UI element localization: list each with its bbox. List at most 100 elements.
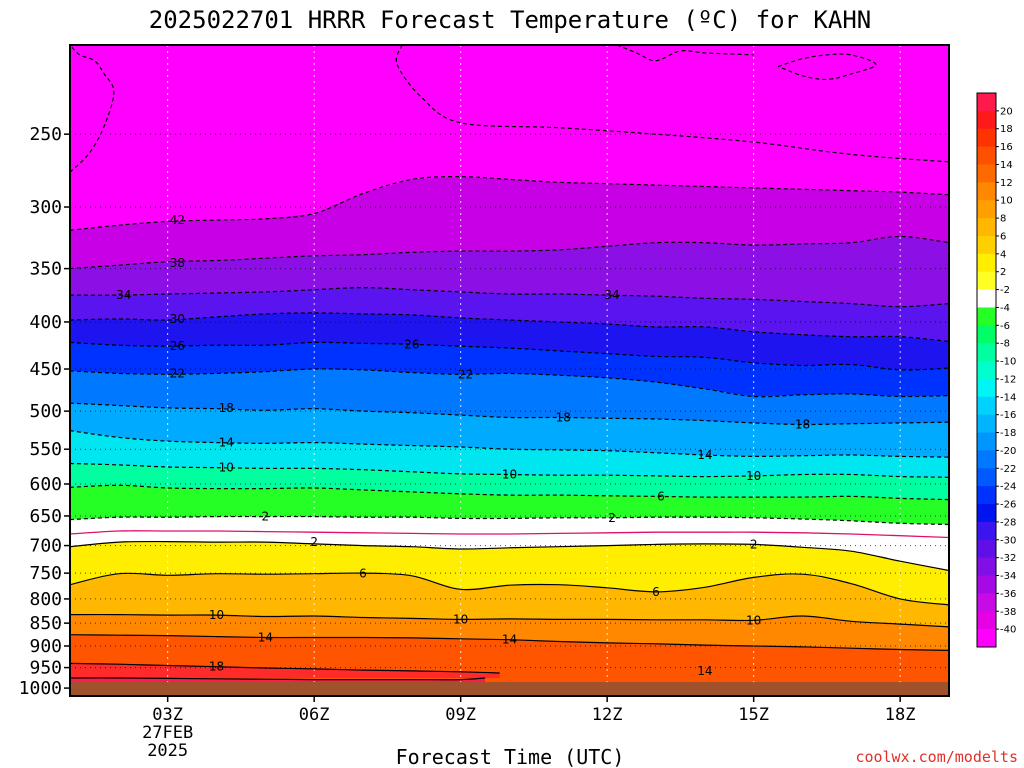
y-tick-label: 250	[29, 124, 62, 145]
plot-frame	[69, 44, 950, 697]
colorbar-cell	[977, 593, 996, 612]
x-tick-label: 12Z	[592, 705, 623, 725]
colorbar-label: 8	[1000, 214, 1006, 225]
contour-label: 26	[404, 337, 419, 351]
colorbar-label: -12	[1000, 374, 1016, 385]
contour-label: 42	[170, 213, 185, 227]
contour-label: 14	[697, 448, 712, 462]
contour-label: 2	[750, 537, 758, 551]
contour-label: 14	[219, 436, 234, 450]
colorbar-cell	[977, 271, 996, 291]
colorbar-label: -26	[1000, 500, 1016, 511]
contour-label: 30	[170, 312, 185, 326]
x-tick-label: 15Z	[738, 705, 769, 725]
colorbar-label: -34	[1000, 571, 1016, 582]
y-tick-label: 300	[29, 197, 62, 218]
colorbar-label: -38	[1000, 607, 1016, 618]
colorbar-cell	[977, 325, 996, 344]
isotherm-14	[70, 634, 949, 651]
x-tick-label: 06Z	[299, 705, 330, 725]
colorbar-cell	[977, 289, 996, 308]
y-tick-label: 850	[29, 613, 62, 634]
colorbar-cell	[977, 414, 996, 434]
colorbar-label: -28	[1000, 517, 1016, 528]
colorbar-cell	[977, 93, 996, 112]
isotherm--46	[70, 45, 115, 173]
colorbar-label: -18	[1000, 428, 1016, 439]
y-tick-label: 450	[29, 359, 62, 380]
colorbar-label: 20	[1000, 106, 1013, 117]
colorbar-label: -8	[1000, 339, 1010, 350]
contour-label: 6	[359, 567, 367, 581]
contour-label: 26	[170, 339, 185, 353]
colorbar-cell	[977, 343, 996, 362]
colorbar-cell	[977, 486, 996, 505]
colorbar-label: -40	[1000, 625, 1016, 636]
isotherm--14	[70, 430, 949, 458]
colorbar-cell	[977, 182, 996, 201]
isotherm-10	[70, 613, 949, 628]
y-tick-label: 900	[29, 636, 62, 657]
ground-surface	[70, 682, 949, 696]
colorbar-cell	[977, 128, 996, 148]
isotherm-contours	[70, 45, 949, 681]
contour-label: 18	[219, 401, 234, 415]
colorbar-label: 10	[1000, 196, 1013, 207]
colorbar-label: 14	[1000, 160, 1013, 171]
colorbar-cell	[977, 539, 996, 559]
colorbar-label: -20	[1000, 446, 1016, 457]
contour-label: 18	[556, 410, 571, 424]
y-tick-label: 350	[29, 259, 62, 280]
colorbar-cell	[977, 557, 996, 577]
colorbar-cell	[977, 235, 996, 255]
colorbar-cell	[977, 450, 996, 469]
colorbar-label: 6	[1000, 231, 1006, 242]
grid-lines	[70, 45, 949, 696]
y-tick-label: 550	[29, 439, 62, 460]
isotherm-2	[70, 540, 949, 572]
y-tick-label: 800	[29, 589, 62, 610]
x-tick-label: 09Z	[445, 705, 476, 725]
colorbar-cell	[977, 110, 996, 130]
contour-label: 18	[209, 660, 224, 674]
colorbar-label: -30	[1000, 535, 1016, 546]
colorbar-label: 12	[1000, 178, 1013, 189]
contour-label: 10	[209, 608, 224, 622]
y-tick-label: 650	[29, 506, 62, 527]
credit-text: coolwx.com/modelts	[855, 748, 1018, 766]
colorbar-label: -10	[1000, 357, 1016, 368]
contour-label: 34	[604, 288, 619, 302]
colorbar-label: -14	[1000, 392, 1016, 403]
contour-label: 2	[310, 535, 318, 549]
y-tick-label: 950	[29, 658, 62, 679]
band-16-18	[70, 663, 500, 678]
colorbar-label: 2	[1000, 267, 1006, 278]
y-axis: 2503003504004505005506006507007508008509…	[19, 124, 70, 699]
colorbar-label: 4	[1000, 249, 1006, 260]
colorbar-label: -6	[1000, 321, 1010, 332]
colorbar-cell	[977, 575, 996, 594]
contour-label: 6	[652, 585, 660, 599]
y-tick-label: 700	[29, 536, 62, 557]
y-tick-label: 500	[29, 401, 62, 422]
temperature-field	[70, 45, 949, 696]
colorbar: 20 18 16 14 12 10 8 6 4 2 -2 -4 -6 -8 -10 -12 -14 -16 -18 -…	[976, 92, 1016, 648]
y-tick-label: 1000	[19, 678, 62, 699]
isotherm-labels: 4238343026221814102261014182622101410183…	[116, 213, 810, 678]
chart-title: 2025022701 HRRR Forecast Temperature (ºC…	[149, 6, 871, 34]
contour-label: 10	[219, 461, 234, 475]
isotherm-18	[70, 662, 500, 674]
contour-label: 10	[502, 468, 517, 482]
x-tick-label: 03Z	[152, 705, 183, 725]
colorbar-label: -32	[1000, 553, 1016, 564]
colorbar-cell	[977, 396, 996, 416]
colorbar-cell	[977, 629, 996, 648]
colorbar-label: 18	[1000, 124, 1013, 135]
colorbar-cell	[977, 164, 996, 183]
colorbar-cell	[977, 611, 996, 630]
colorbar-cell	[977, 432, 996, 451]
colorbar-label: -16	[1000, 410, 1016, 421]
contour-label: 22	[170, 366, 185, 380]
x-tick-label: 18Z	[885, 705, 916, 725]
